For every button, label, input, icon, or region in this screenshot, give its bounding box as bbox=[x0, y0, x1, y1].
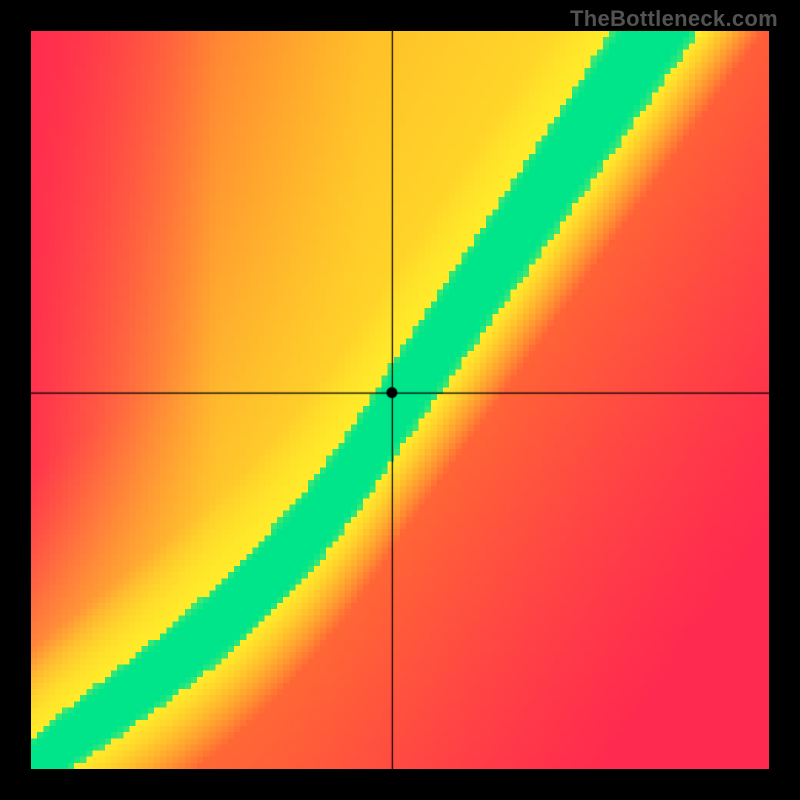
watermark-text: TheBottleneck.com bbox=[570, 6, 778, 32]
overlay-canvas bbox=[31, 31, 769, 769]
chart-frame: TheBottleneck.com bbox=[0, 0, 800, 800]
